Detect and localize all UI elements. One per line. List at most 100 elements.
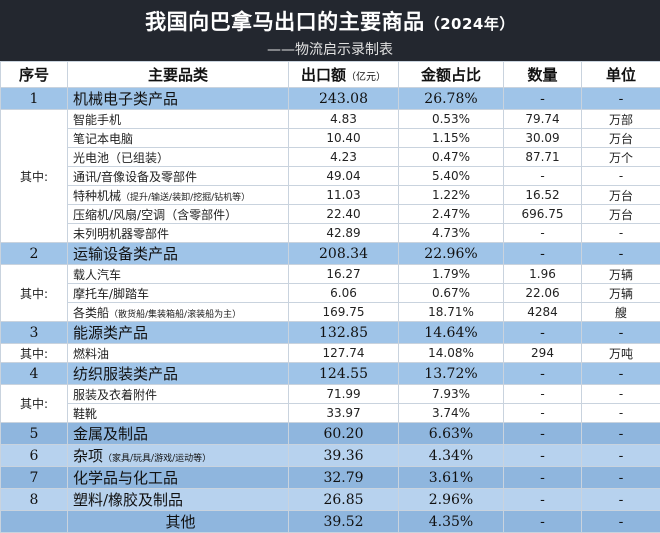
seq-cell [1, 511, 68, 533]
unit-cell: 万个 [582, 148, 660, 167]
qty-cell: - [504, 423, 582, 445]
share-cell: 1.22% [399, 186, 504, 205]
export-cell: 16.27 [289, 265, 399, 284]
seq-cell: 4 [1, 363, 68, 385]
category-name: 运输设备类产品 [73, 245, 178, 263]
category-name: 化学品与化工品 [73, 469, 178, 487]
export-cell: 60.20 [289, 423, 399, 445]
share-cell: 6.63% [399, 423, 504, 445]
export-cell: 42.89 [289, 224, 399, 243]
category-name: 塑料/橡胶及制品 [73, 491, 183, 509]
category-cell: 塑料/橡胶及制品 [68, 489, 289, 511]
unit-cell: - [582, 385, 660, 404]
category-cell: 未列明机器零部件 [68, 224, 289, 243]
qty-cell: 4284 [504, 303, 582, 322]
export-cell: 243.08 [289, 88, 399, 110]
seq-cell: 5 [1, 423, 68, 445]
qty-cell: - [504, 88, 582, 110]
qty-cell: - [504, 167, 582, 186]
category-cell: 金属及制品 [68, 423, 289, 445]
qty-cell: - [504, 445, 582, 467]
category-cell: 笔记本电脑 [68, 129, 289, 148]
header-seq: 序号 [1, 62, 68, 88]
share-cell: 1.15% [399, 129, 504, 148]
qty-cell: 696.75 [504, 205, 582, 224]
qty-cell: - [504, 489, 582, 511]
category-name: 各类船 [73, 306, 109, 320]
category-cell: 机械电子类产品 [68, 88, 289, 110]
export-cell: 33.97 [289, 404, 399, 423]
unit-cell: 万辆 [582, 265, 660, 284]
export-cell: 6.06 [289, 284, 399, 303]
qty-cell: 30.09 [504, 129, 582, 148]
category-note: （家具/玩具/游戏/运动等） [103, 454, 211, 464]
category-name: 光电池（已组装） [73, 151, 169, 165]
category-name: 鞋靴 [73, 407, 97, 421]
category-cell: 各类船（散货船/集装箱船/滚装船为主） [68, 303, 289, 322]
qty-cell: 294 [504, 344, 582, 363]
qty-cell: - [504, 467, 582, 489]
category-name: 燃料油 [73, 347, 109, 361]
qty-cell: 22.06 [504, 284, 582, 303]
export-cell: 127.74 [289, 344, 399, 363]
share-cell: 13.72% [399, 363, 504, 385]
header-qty: 数量 [504, 62, 582, 88]
share-cell: 0.67% [399, 284, 504, 303]
share-cell: 1.79% [399, 265, 504, 284]
export-cell: 4.23 [289, 148, 399, 167]
category-cell: 能源类产品 [68, 322, 289, 344]
category-cell: 通讯/音像设备及零部件 [68, 167, 289, 186]
export-cell: 208.34 [289, 243, 399, 265]
category-name: 特种机械 [73, 189, 121, 203]
category-name: 纺织服装类产品 [73, 365, 178, 383]
export-cell: 22.40 [289, 205, 399, 224]
share-cell: 4.34% [399, 445, 504, 467]
export-cell: 39.52 [289, 511, 399, 533]
unit-cell: - [582, 88, 660, 110]
category-cell: 杂项（家具/玩具/游戏/运动等） [68, 445, 289, 467]
unit-cell: 万台 [582, 205, 660, 224]
share-cell: 2.96% [399, 489, 504, 511]
export-cell: 132.85 [289, 322, 399, 344]
export-cell: 10.40 [289, 129, 399, 148]
category-cell: 鞋靴 [68, 404, 289, 423]
qty-cell: - [504, 224, 582, 243]
share-cell: 2.47% [399, 205, 504, 224]
share-cell: 26.78% [399, 88, 504, 110]
category-name: 能源类产品 [73, 324, 148, 342]
qty-cell: 16.52 [504, 186, 582, 205]
category-name: 笔记本电脑 [73, 132, 133, 146]
share-cell: 5.40% [399, 167, 504, 186]
qty-cell: - [504, 322, 582, 344]
qizhong-label: 其中: [1, 110, 68, 243]
category-name: 压缩机/风扇/空调（含零部件） [73, 208, 237, 222]
export-cell: 11.03 [289, 186, 399, 205]
qty-cell: 87.71 [504, 148, 582, 167]
category-name: 金属及制品 [73, 425, 148, 443]
seq-cell: 8 [1, 489, 68, 511]
share-cell: 4.35% [399, 511, 504, 533]
share-cell: 0.53% [399, 110, 504, 129]
category-name: 服装及衣着附件 [73, 388, 157, 402]
unit-cell: - [582, 423, 660, 445]
export-cell: 32.79 [289, 467, 399, 489]
category-cell: 智能手机 [68, 110, 289, 129]
share-cell: 0.47% [399, 148, 504, 167]
